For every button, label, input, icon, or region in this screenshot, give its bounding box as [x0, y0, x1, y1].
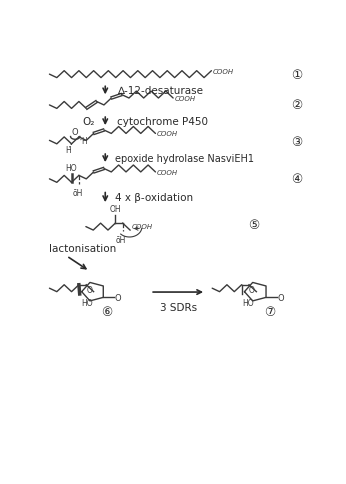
Text: COOH: COOH: [131, 224, 153, 230]
Text: O: O: [72, 128, 79, 137]
Text: HO: HO: [243, 298, 254, 307]
Text: ōH: ōH: [72, 188, 83, 197]
Text: H: H: [81, 137, 87, 146]
Text: ∆-12-desaturase: ∆-12-desaturase: [117, 86, 203, 96]
Text: O: O: [249, 285, 255, 294]
Text: ④: ④: [291, 173, 302, 186]
Text: ③: ③: [291, 136, 302, 148]
Text: O: O: [277, 293, 284, 302]
Text: ⑤: ⑤: [248, 218, 260, 231]
Text: COOH: COOH: [157, 169, 178, 176]
Text: cytochrome P450: cytochrome P450: [117, 117, 208, 127]
Text: ōH: ōH: [116, 235, 126, 244]
Text: ⑦: ⑦: [264, 305, 275, 318]
Text: 3 SDRs: 3 SDRs: [160, 302, 197, 312]
Text: HO: HO: [81, 298, 93, 307]
Text: COOH: COOH: [175, 96, 196, 102]
Text: lactonisation: lactonisation: [49, 243, 117, 254]
Text: epoxide hydrolase NasviEH1: epoxide hydrolase NasviEH1: [115, 154, 254, 164]
Text: O: O: [86, 285, 92, 294]
Text: OH: OH: [110, 205, 121, 213]
Text: O₂: O₂: [82, 117, 94, 127]
Text: ⑥: ⑥: [101, 305, 112, 318]
Text: O: O: [115, 293, 121, 302]
Text: ①: ①: [291, 69, 302, 81]
Text: ②: ②: [291, 99, 302, 112]
Text: H: H: [65, 145, 71, 154]
Text: HO: HO: [66, 163, 78, 172]
Text: COOH: COOH: [157, 131, 178, 137]
Text: COOH: COOH: [213, 69, 234, 75]
Text: 4 x β-oxidation: 4 x β-oxidation: [115, 193, 193, 203]
